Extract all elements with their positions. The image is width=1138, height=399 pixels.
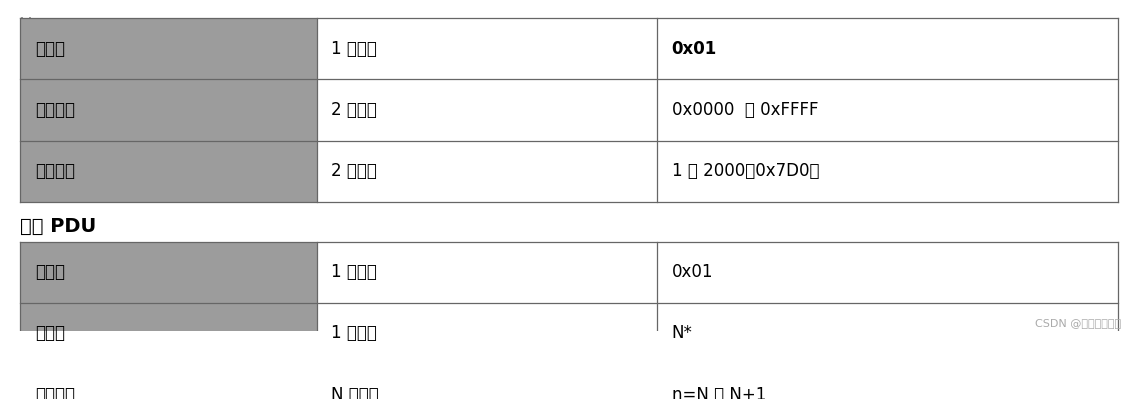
Text: 1 个字节: 1 个字节	[331, 324, 378, 342]
Text: 起始地址: 起始地址	[35, 101, 75, 119]
Text: 0x01: 0x01	[671, 263, 714, 281]
Text: 功能码: 功能码	[35, 40, 65, 58]
Text: 响应 PDU: 响应 PDU	[20, 217, 97, 236]
Text: N*: N*	[671, 324, 692, 342]
Text: 字节数: 字节数	[35, 324, 65, 342]
Text: 2 个字节: 2 个字节	[331, 101, 378, 119]
Text: 线圈状态: 线圈状态	[35, 385, 75, 399]
Text: CSDN @千比特经历陌: CSDN @千比特经历陌	[1034, 318, 1121, 328]
Text: 功能码: 功能码	[35, 263, 65, 281]
Text: 1 至 2000（0x7D0）: 1 至 2000（0x7D0）	[671, 162, 819, 180]
Text: . .: . .	[20, 8, 33, 21]
Text: 0x01: 0x01	[671, 40, 717, 58]
Text: 1 个字节: 1 个字节	[331, 40, 378, 58]
Text: 0x0000  至 0xFFFF: 0x0000 至 0xFFFF	[671, 101, 818, 119]
Text: N 个字节: N 个字节	[331, 385, 379, 399]
Text: 线圈数量: 线圈数量	[35, 162, 75, 180]
Text: n=N 或 N+1: n=N 或 N+1	[671, 385, 766, 399]
Text: 2 个字节: 2 个字节	[331, 162, 378, 180]
Text: 1 个字节: 1 个字节	[331, 263, 378, 281]
